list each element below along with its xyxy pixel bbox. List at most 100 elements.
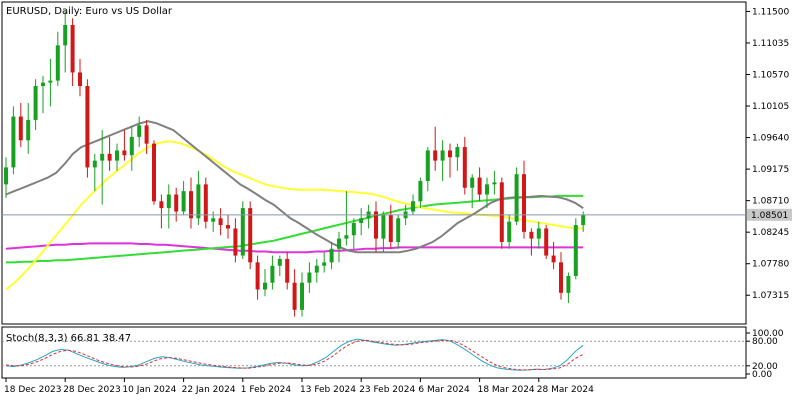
candles bbox=[4, 11, 586, 317]
candle bbox=[544, 225, 549, 259]
candle bbox=[18, 102, 23, 148]
candle-body-up bbox=[492, 182, 497, 185]
stoch-tick-label: 20.00 bbox=[752, 362, 778, 372]
candle-body-down bbox=[529, 231, 534, 239]
candle bbox=[492, 170, 497, 195]
candle-body-up bbox=[396, 218, 401, 243]
candle-body-down bbox=[433, 150, 438, 161]
candle bbox=[418, 177, 423, 209]
candle bbox=[277, 255, 282, 276]
candle-body-down bbox=[159, 201, 164, 209]
price-tick-label: 1.09640 bbox=[752, 134, 789, 144]
candle bbox=[337, 231, 341, 263]
candle bbox=[41, 75, 45, 114]
candle bbox=[433, 126, 438, 171]
candle bbox=[455, 143, 460, 171]
candle bbox=[218, 208, 223, 236]
candle-body-down bbox=[226, 225, 230, 229]
candle-body-down bbox=[374, 211, 378, 239]
date-tick-label: 10 Jan 2024 bbox=[122, 385, 176, 395]
candle-body-up bbox=[536, 228, 541, 239]
candle-body-up bbox=[263, 282, 267, 290]
candle-body-up bbox=[100, 153, 105, 161]
candle bbox=[529, 228, 534, 256]
candle-body-up bbox=[566, 275, 571, 293]
candle-body-up bbox=[181, 191, 186, 212]
candle-body-up bbox=[92, 160, 97, 168]
candle-body-up bbox=[344, 235, 349, 239]
candle bbox=[196, 170, 201, 226]
candle-body-up bbox=[381, 214, 386, 239]
candle-body-up bbox=[277, 258, 282, 266]
date-tick-label: 23 Feb 2024 bbox=[359, 385, 415, 395]
candle-body-up bbox=[300, 282, 304, 310]
candle bbox=[292, 269, 297, 317]
stoch-title: Stoch(8,3,3) 66.81 38.47 bbox=[6, 333, 131, 344]
candle-body-up bbox=[514, 174, 519, 222]
candle-body-down bbox=[70, 24, 75, 73]
candle bbox=[551, 242, 556, 270]
price-tick-label: 1.10105 bbox=[752, 102, 789, 112]
candle bbox=[462, 136, 467, 195]
stoch-panel-frame bbox=[1, 326, 747, 379]
candle bbox=[189, 177, 193, 229]
candle bbox=[248, 201, 253, 270]
candle bbox=[137, 116, 142, 148]
candle bbox=[514, 167, 519, 226]
candle-body-down bbox=[78, 72, 82, 87]
candle bbox=[536, 221, 541, 249]
date-tick-label: 18 Dec 2023 bbox=[4, 385, 62, 395]
candle-body-up bbox=[270, 265, 275, 283]
current-price-label: 1.08501 bbox=[747, 208, 792, 221]
candle-body-down bbox=[522, 174, 526, 232]
candle bbox=[411, 194, 415, 215]
candle-body-up bbox=[33, 86, 38, 120]
price-tick-label: 1.11035 bbox=[752, 39, 789, 49]
stoch-tick-label: 0.00 bbox=[752, 370, 772, 380]
current-price-label-bg bbox=[747, 208, 792, 221]
candle bbox=[448, 143, 452, 178]
stoch-tick-label: 100.00 bbox=[752, 329, 784, 339]
candle-body-up bbox=[314, 265, 319, 273]
candle bbox=[107, 136, 112, 171]
candle-body-up bbox=[211, 218, 216, 222]
candle-body-up bbox=[485, 184, 489, 195]
candle-body-down bbox=[174, 194, 179, 212]
candle-body-down bbox=[233, 228, 238, 256]
candle bbox=[440, 140, 445, 181]
candle-body-up bbox=[166, 194, 171, 209]
candle-body-up bbox=[4, 167, 8, 185]
candle bbox=[566, 272, 571, 304]
candle-body-down bbox=[85, 86, 90, 168]
candle-body-up bbox=[11, 116, 16, 168]
date-tick-label: 18 Mar 2024 bbox=[478, 385, 535, 395]
candle bbox=[381, 211, 386, 253]
candle-body-down bbox=[122, 150, 127, 156]
candle-body-up bbox=[418, 180, 423, 202]
price-tick-label: 1.08710 bbox=[752, 197, 789, 207]
candle-body-up bbox=[240, 208, 245, 256]
candle bbox=[159, 194, 164, 229]
candle bbox=[63, 11, 68, 73]
price-tick-label: 1.07315 bbox=[752, 291, 789, 301]
candle-body-down bbox=[248, 208, 253, 263]
candle bbox=[270, 255, 275, 290]
candle-body-down bbox=[388, 214, 393, 243]
candle-body-down bbox=[292, 282, 297, 310]
candle bbox=[240, 201, 245, 259]
candle-body-down bbox=[107, 153, 112, 161]
candle-body-up bbox=[455, 147, 460, 158]
candle bbox=[33, 79, 38, 131]
price-tick-label: 1.10570 bbox=[752, 70, 789, 80]
candle bbox=[322, 252, 327, 273]
price-tick-label: 1.11500 bbox=[752, 7, 789, 17]
candle bbox=[300, 272, 304, 317]
date-axis: 18 Dec 2023 28 Dec 2023 10 Jan 2024 22 Jan … bbox=[4, 378, 594, 395]
candle-body-down bbox=[18, 116, 23, 141]
candle bbox=[499, 177, 504, 249]
candle bbox=[226, 214, 230, 239]
candle bbox=[92, 153, 97, 192]
candle-body-down bbox=[203, 184, 208, 222]
candle bbox=[26, 102, 31, 154]
